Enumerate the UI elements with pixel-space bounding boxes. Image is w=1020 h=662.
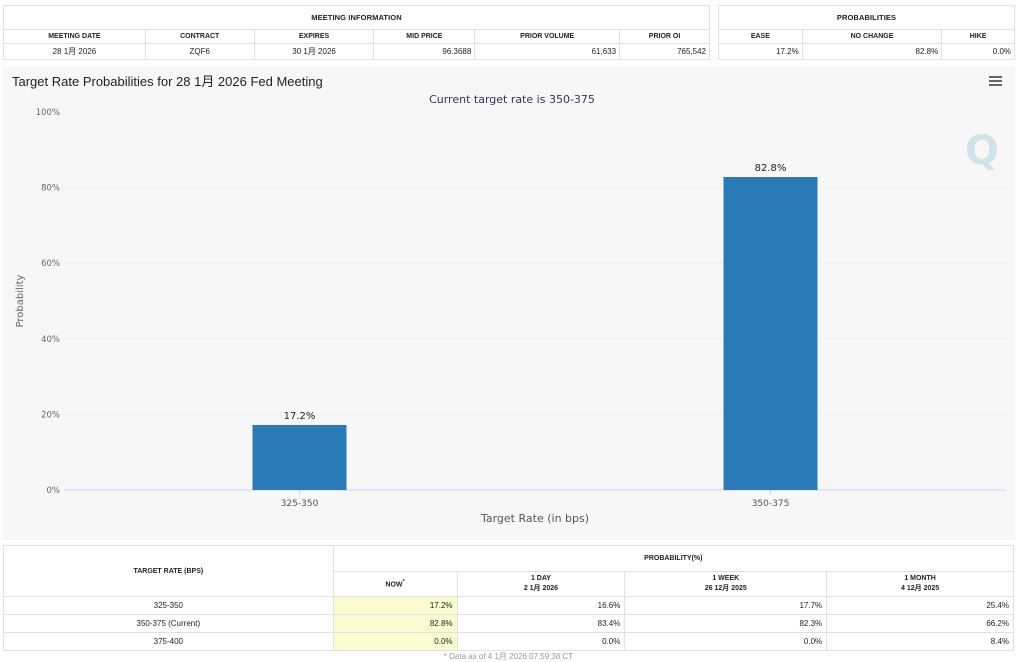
col-ease: EASE [718, 29, 803, 44]
probability-group-title: PROBABILITY(%) [332, 545, 1015, 572]
contract-value: ZQF6 [144, 43, 255, 60]
table-row: 375-400 0.0% 0.0% 0.0% 8.4% [3, 632, 1014, 651]
rate-label: 350-375 (Current) [3, 614, 334, 633]
table-row: 325-350 17.2% 16.6% 17.7% 25.4% [3, 596, 1014, 615]
bar-325-350 [252, 424, 347, 490]
y-tick-label: 100% [36, 108, 60, 118]
y-tick-label: 40% [41, 335, 60, 345]
one-day-value: 16.6% [456, 596, 626, 615]
probabilities-table: PROBABILITIES EASE NO CHANGE HIKE 17.2% … [718, 5, 1015, 60]
probabilities-title: PROBABILITIES [718, 5, 1015, 30]
probability-history-table: TARGET RATE (BPS) PROBABILITY(%) NOW* 1 … [3, 545, 1015, 651]
col-prior-oi: PRIOR OI [619, 29, 710, 44]
prior-oi-value: 765,542 [619, 43, 710, 60]
data-timestamp-footnote: * Data as of 4 1月 2026 07:59:38 CT [443, 652, 574, 661]
ease-value: 17.2% [718, 43, 803, 60]
col-mid-price: MID PRICE [373, 29, 476, 44]
one-month-value: 66.2% [826, 614, 1014, 633]
hike-value: 0.0% [941, 43, 1015, 60]
meeting-date-value: 28 1月 2026 [3, 43, 146, 60]
col-now: NOW* [332, 571, 458, 597]
y-tick-label: 60% [41, 259, 60, 269]
col-1-day: 1 DAY 2 1月 2026 [456, 571, 626, 597]
rate-label: 375-400 [3, 632, 334, 651]
one-day-value: 0.0% [456, 632, 626, 651]
bar-chart: Q Current target rate is 350-375 0% 20% 40% 6… [15, 93, 1006, 525]
data-label: 17.2% [284, 411, 316, 422]
col-prior-volume: PRIOR VOLUME [474, 29, 621, 44]
prior-volume-value: 61,633 [474, 43, 621, 60]
one-day-value: 83.4% [456, 614, 626, 633]
one-week-value: 0.0% [624, 632, 828, 651]
y-tick-label: 0% [47, 486, 61, 496]
col-meeting-date: MEETING DATE [3, 29, 146, 44]
x-tick-label: 350-375 [752, 499, 790, 509]
col-contract: CONTRACT [144, 29, 255, 44]
y-axis-title: Probability [15, 274, 26, 327]
now-value: 82.8% [332, 614, 458, 633]
x-axis-title: Target Rate (in bps) [480, 512, 589, 525]
now-asterisk: * [402, 579, 405, 586]
meeting-info-table: MEETING INFORMATION MEETING DATE CONTRAC… [3, 5, 710, 60]
data-label: 82.8% [755, 163, 787, 174]
chart-container: Q Current target rate is 350-375 0% 20% 40% 6… [3, 67, 1015, 540]
no-change-value: 82.8% [801, 43, 943, 60]
meeting-info-title: MEETING INFORMATION [3, 5, 710, 30]
bar-350-375 [723, 177, 818, 490]
expires-value: 30 1月 2026 [253, 43, 375, 60]
col-1-week: 1 WEEK 26 12月 2025 [624, 571, 828, 597]
mid-price-value: 96.3688 [373, 43, 476, 60]
one-month-value: 25.4% [826, 596, 1014, 615]
x-tick-label: 325-350 [281, 499, 319, 509]
one-week-value: 82.3% [624, 614, 828, 633]
chart-title: Target Rate Probabilities for 28 1月 2026… [12, 74, 323, 89]
one-week-value: 17.7% [624, 596, 828, 615]
y-tick-label: 80% [41, 184, 60, 194]
col-expires: EXPIRES [253, 29, 375, 44]
col-1-month: 1 MONTH 4 12月 2025 [826, 571, 1014, 597]
col-target-rate: TARGET RATE (BPS) [3, 545, 334, 597]
now-value: 17.2% [332, 596, 458, 615]
table-row: 350-375 (Current) 82.8% 83.4% 82.3% 66.2… [3, 614, 1014, 633]
now-value: 0.0% [332, 632, 458, 651]
col-hike: HIKE [941, 29, 1015, 44]
one-month-value: 8.4% [826, 632, 1014, 651]
chart-subtitle: Current target rate is 350-375 [429, 93, 595, 106]
rate-label: 325-350 [3, 596, 334, 615]
col-no-change: NO CHANGE [801, 29, 943, 44]
menu-icon[interactable] [989, 76, 1002, 87]
watermark-logo: Q [965, 128, 999, 174]
y-tick-label: 20% [41, 410, 60, 420]
